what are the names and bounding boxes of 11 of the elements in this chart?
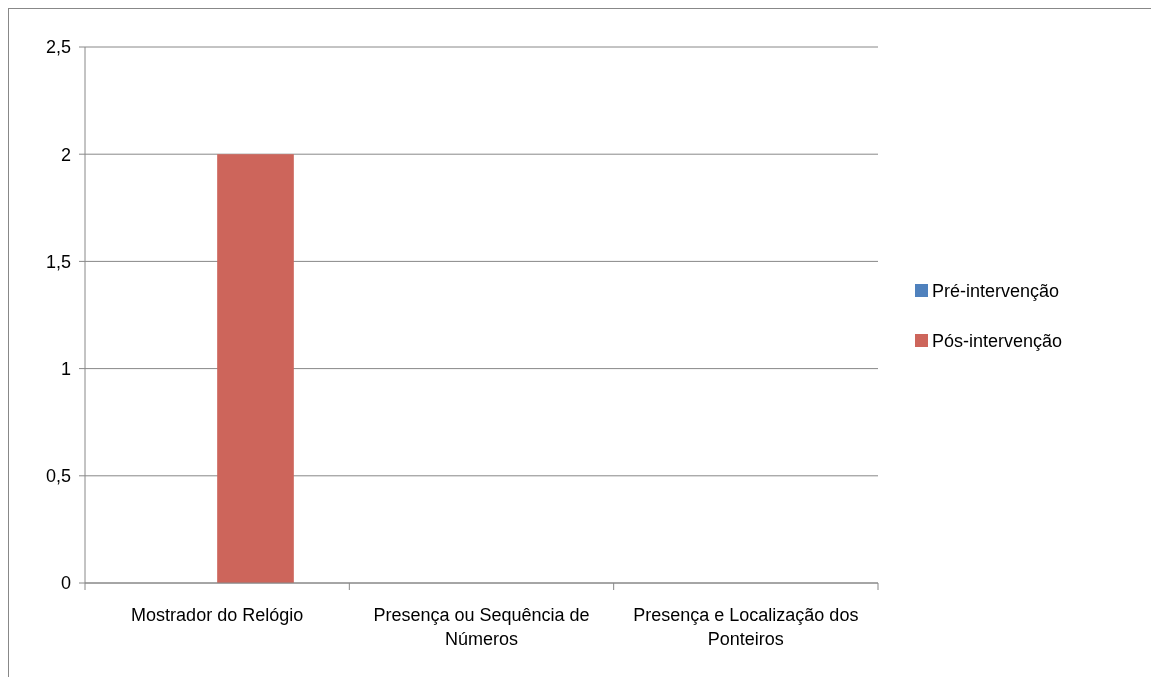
y-tick-label: 1 [60, 358, 71, 379]
legend-label: Pós-intervenção [932, 331, 1063, 352]
y-tick-label: 0,5 [45, 466, 71, 487]
x-tick-label: Presença e Localização dos Ponteiros [633, 605, 859, 649]
x-tick-label: Mostrador do Relógio [131, 605, 304, 625]
y-tick-label: 1,5 [45, 251, 71, 272]
x-tick-label: Presença ou Sequência de Números [373, 605, 590, 649]
y-tick-label: 0 [60, 573, 71, 594]
legend-label: Pré-intervenção [932, 281, 1060, 302]
y-tick-label: 2 [60, 144, 71, 165]
y-tick-label: 2,5 [45, 37, 71, 58]
